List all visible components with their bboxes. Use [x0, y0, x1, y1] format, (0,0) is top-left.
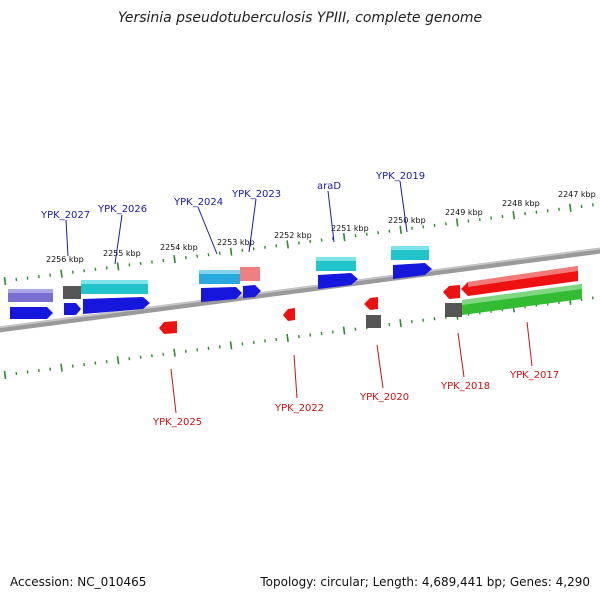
gene-box-2020[interactable]	[366, 315, 381, 328]
major-tick	[60, 269, 63, 278]
leader-2018	[457, 332, 465, 378]
major-tick	[3, 276, 7, 286]
cds-arrow-2026[interactable]	[83, 297, 150, 314]
leader-2024	[197, 206, 218, 255]
kbp-label: 2249 kbp	[445, 208, 483, 217]
gene-label[interactable]: YPK_2018	[440, 381, 490, 392]
map-title: Yersinia pseudotuberculosis YPIII, compl…	[117, 10, 483, 26]
gene-label[interactable]: araD	[317, 181, 341, 192]
major-tick	[569, 203, 572, 212]
kbp-label: 2254 kbp	[160, 243, 198, 252]
kbp-label: 2252 kbp	[274, 231, 312, 240]
cds-arrow-2024[interactable]	[201, 287, 242, 302]
forward-cds-track	[10, 263, 432, 319]
gene-box-2024-shade	[199, 270, 240, 274]
reverse-gene-track	[159, 266, 582, 334]
major-tick	[60, 363, 63, 372]
gene-arrow-2022[interactable]	[283, 308, 295, 321]
major-tick	[399, 225, 402, 234]
major-tick	[116, 356, 120, 365]
label-leaders	[65, 180, 533, 414]
top-tick-track	[3, 203, 594, 286]
major-tick	[116, 262, 120, 271]
kbp-label: 2255 kbp	[103, 249, 141, 258]
major-tick	[229, 341, 233, 350]
gene-label[interactable]: YPK_2019	[375, 171, 425, 182]
leader-2022	[293, 354, 298, 399]
gene-box-2019-shade	[391, 246, 429, 250]
gene-labels-bottom: YPK_2025 YPK_2022 YPK_2020 YPK_2018 YPK_…	[152, 370, 559, 428]
major-tick	[455, 218, 459, 227]
leader-2025	[170, 368, 177, 414]
gene-labels-top: YPK_2027 YPK_2026 YPK_2024 YPK_2023 araD…	[40, 171, 425, 221]
gene-label[interactable]: YPK_2022	[274, 403, 324, 414]
kbp-label: 2251 kbp	[331, 224, 369, 233]
cds-arrow-2026a[interactable]	[64, 303, 81, 315]
gene-arrow-2025[interactable]	[159, 321, 177, 334]
genome-summary-text: Topology: circular; Length: 4,689,441 bp…	[260, 575, 590, 589]
cds-arrow-2027[interactable]	[10, 307, 53, 319]
gene-label[interactable]: YPK_2023	[231, 189, 281, 200]
leader-2017	[526, 321, 533, 367]
major-tick	[173, 348, 176, 357]
gene-box-arad-shade	[316, 257, 356, 261]
gene-arrow-2018[interactable]	[443, 285, 460, 299]
gene-box-2017-shade	[462, 284, 582, 305]
forward-gene-track	[8, 246, 429, 302]
gene-label[interactable]: YPK_2026	[97, 204, 147, 215]
gene-box-2023[interactable]	[240, 267, 260, 281]
genome-backbone-highlight	[0, 247, 600, 329]
gene-label[interactable]: YPK_2024	[173, 197, 223, 208]
gene-box-2026-shade	[81, 280, 148, 284]
gene-label[interactable]: YPK_2025	[152, 417, 202, 428]
leader-2023	[248, 198, 257, 253]
gene-arrow-2020a[interactable]	[364, 297, 378, 310]
gene-label[interactable]: YPK_2027	[40, 210, 90, 221]
leader-2026	[114, 214, 123, 265]
major-tick	[286, 240, 289, 249]
accession-text: Accession: NC_010465	[10, 575, 147, 589]
kbp-labels: 2256 kbp 2255 kbp 2254 kbp 2253 kbp 2252…	[46, 190, 596, 264]
cds-arrow-2019[interactable]	[393, 263, 432, 279]
cds-arrow-arad[interactable]	[318, 273, 358, 289]
major-tick	[342, 233, 346, 242]
major-tick	[173, 254, 176, 264]
leader-2027	[65, 219, 69, 257]
major-tick	[3, 370, 7, 380]
cds-arrow-2023[interactable]	[243, 285, 261, 298]
kbp-label: 2250 kbp	[388, 216, 426, 225]
leader-2019	[399, 180, 408, 233]
gene-box-2026a[interactable]	[63, 286, 81, 299]
major-tick	[286, 333, 289, 343]
major-tick	[229, 247, 233, 256]
gene-label[interactable]: YPK_2020	[359, 392, 409, 403]
kbp-label: 2253 kbp	[217, 238, 255, 247]
gene-box-2027-shade	[8, 289, 53, 293]
genome-backbone	[0, 247, 600, 333]
kbp-label: 2256 kbp	[46, 255, 84, 264]
kbp-label: 2247 kbp	[558, 190, 596, 199]
kbp-label: 2248 kbp	[502, 199, 540, 208]
gene-label[interactable]: YPK_2017	[509, 370, 559, 381]
major-tick	[399, 319, 402, 328]
leader-arad	[327, 190, 335, 243]
major-tick	[512, 211, 516, 220]
gene-arrow-2017-shade	[468, 266, 578, 287]
gene-box-2018[interactable]	[445, 303, 462, 317]
leader-2020	[376, 344, 384, 389]
major-tick	[342, 326, 346, 335]
